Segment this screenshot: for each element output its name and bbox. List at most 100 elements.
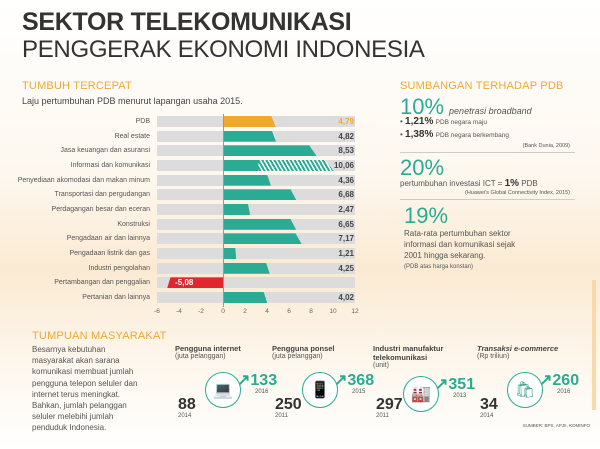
category-label: Real estate [114,132,150,140]
stat-to: ↗368 [334,372,375,389]
stat-from: 34 [480,396,498,413]
value-label: 2,47 [338,205,354,215]
zero-axis [223,114,224,307]
bar [223,189,297,201]
bar-track [157,277,355,289]
bar [223,145,317,157]
stat-to-year: 2013 [453,393,467,399]
category-label: Pengadaan air dan lainnya [66,235,150,243]
stat-from-year: 2014 [178,413,192,419]
source-credit: SUMBER: BPS, APJII, KOMINFO [522,423,590,428]
stat-title: Pengguna ponsel [272,344,335,353]
category-label: Konstruksi [117,220,150,228]
x-tick-label: -4 [176,308,182,315]
source-note: (Bank Dunia, 2009) [522,143,570,149]
bullet-maju: • 1,21% PDB negara maju [400,116,487,127]
section-title-growth: TUMBUH TERCEPAT [22,80,132,92]
bar [223,233,302,245]
stat-to-year: 2016 [255,389,269,395]
stat-unit: (Rp triliun) [477,353,510,360]
section-title-community: TUMPUAN MASYARAKAT [32,330,167,342]
value-label: 4,82 [338,131,354,141]
category-label: Penyediaan akomodasi dan makan minum [17,176,150,184]
stat-to: ↗260 [539,372,580,389]
bar-track [157,248,355,260]
x-tick-label: 6 [287,308,291,315]
stat-unit: (juta pelanggan) [175,353,226,360]
category-label: Industri pengolahan [88,264,151,272]
value-label: 4,36 [338,175,354,185]
category-label: Pengadaan listrik dan gas [69,250,150,258]
stat-from-year: 2011 [275,413,288,419]
stat-to: ↗133 [237,372,278,389]
page-subtitle: PENGGERAK EKONOMI INDONESIA [22,36,425,63]
category-label: Pertanian dan lainnya [82,294,150,302]
stat-ict: pertumbuhan investasi ICT = 1% PDB [400,178,538,189]
bar [223,292,268,304]
bar [223,262,270,274]
chart-caption: Laju pertumbuhan PDB menurut lapangan us… [22,96,243,106]
stat-big: 20% [400,155,445,180]
stat-unit: (juta pelanggan) [272,353,323,360]
category-label: Transportasi dan pergudangan [54,191,150,199]
stat-to-year: 2015 [352,389,366,395]
stat-card: Pengguna internet (juta pelanggan) 💻 88 … [175,344,278,424]
stat-big: 10% [400,94,445,119]
community-text: Besarnya kebutuhan masyarakat akan saran… [32,345,138,433]
value-label: 1,21 [338,249,354,259]
stat-card: Pengguna ponsel (juta pelanggan) 📱 250 2… [272,344,375,424]
source-note: (Huawei's Global Connectivity Index, 201… [465,190,570,196]
value-label: 6,68 [338,190,354,200]
stat-to: ↗351 [435,376,476,393]
decorative-bar [592,280,596,410]
value-label: 4,02 [338,293,354,303]
stat-card: Industri manufaktur telekomunikasi (unit… [373,344,476,424]
factory-icon: 🏭 [403,376,439,412]
category-label: PDB [135,118,150,125]
stat-number: 1% [504,178,520,189]
x-tick-label: 8 [309,308,313,315]
stat-to-year: 2016 [557,389,571,395]
stat-from-year: 2014 [480,413,494,419]
stat-title: Transaksi e-commerce [477,344,559,353]
stat-text: Rata-rata pertumbuhan sektor informasi d… [404,229,516,260]
stat-from: 88 [178,396,196,413]
value-label: -5,08 [175,278,194,288]
x-tick-label: -6 [154,308,160,315]
stat-from: 297 [376,396,403,413]
section-title-contribution: SUMBANGAN TERHADAP PDB [400,80,564,92]
bar [223,130,277,142]
stat-from: 250 [275,396,302,413]
bar-chart: PDB 4,79 Real estate 4,82 Jasa keuangan dan … [0,0,380,320]
stat-title: Industri manufaktur telekomunikasi [373,344,444,362]
x-tick-label: 12 [351,308,359,315]
bar [223,160,334,171]
bullet-number: 1,38% [405,129,434,140]
divider [400,199,575,200]
stat-card: Transaksi e-commerce (Rp triliun) 🛍 34 2… [477,344,580,424]
x-tick-label: 4 [265,308,269,315]
stat-text: pertumbuhan investasi ICT = [400,179,503,188]
value-label: 7,17 [338,234,354,244]
bar [167,277,223,289]
bar [223,204,251,216]
stat-text: penetrasi broadband [449,106,532,116]
bullet-text: PDB negara maju [435,119,487,126]
x-tick-label: 0 [221,308,225,315]
bar [223,174,271,186]
value-label: 4,25 [338,263,354,273]
x-tick-label: 10 [329,308,337,315]
page-title: SEKTOR TELEKOMUNIKASI [22,8,352,36]
category-label: Jasa keuangan dan asuransi [60,147,150,155]
phone-icon: 📱 [302,372,338,408]
value-label: 10,06 [333,161,354,170]
value-label: 8,53 [338,146,354,156]
category-label: Informasi dan komunikasi [70,162,150,169]
bar [223,218,297,230]
value-label: 6,65 [338,219,354,229]
value-label: 4,79 [338,117,354,126]
x-tick-label: -2 [198,308,204,315]
bar-track [157,204,355,216]
category-label: Perdagangan besar dan eceran [51,206,150,214]
stat-unit: PDB [521,179,538,188]
